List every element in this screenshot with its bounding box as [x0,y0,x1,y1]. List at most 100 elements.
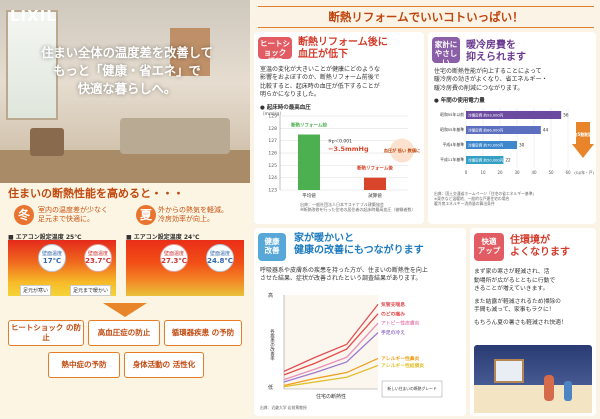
bp-tick-6: 129 [268,114,277,120]
s2-heading: 暖冷房費を 抑えられます [466,40,526,64]
illustration-person [544,375,554,401]
s3-heading-1: 家が暖かいと [294,233,354,244]
bp-notes: 出典：一般社団法人日本サステナブル建築協会 ※断熱改修を行った住宅の居住者の起床… [300,202,420,212]
winter-setting: ■ エアコン設定温度 25℃ [8,234,82,241]
energy-note-2: 暖冷房エネルギー消費量の算出条件 [434,201,495,206]
s1-heading-2: 血圧が低下 [298,49,348,60]
label-health: 健康 改善 [258,233,286,261]
left-bottom-panel [0,183,250,419]
en-tick-4: 40 [531,170,537,175]
effect-activity: 身体活動の 活性化 [124,352,204,378]
s1-body: 室温の変化が大きいことが健康にどのような 影響をおよぼすのか、断熱リフォーム前後… [260,66,420,99]
energy-notes: 出典：国土交通省ホームページ「住宅の省エネルギー基準」 ※東京など温暖地、一般的… [434,191,592,206]
s3-body-1: させた結果、症状が改善されたという調査結果があります。 [260,275,422,283]
bp-bar-0 [298,134,320,190]
summer-temp-a: 壁面温度 27.3℃ [160,244,188,272]
illustration-window [494,359,524,383]
s4-heading-2: よくなります [510,247,570,258]
hc-plot-bg [284,295,378,389]
summer-text-2: 冷房効率が向上。 [158,215,214,223]
tag-warm-feet: 足元まで暖かい [70,285,112,296]
winter-temp-a-value: 17℃ [42,257,62,265]
en-tick-6: 60 [565,170,571,175]
en-barlabel-3: 冷暖房費 約50,000円 [468,158,504,163]
hc-series-0 [283,303,379,372]
en-cat-2: 平成4年基準 [443,142,465,147]
illustration-child [564,381,572,401]
page-title: 断熱リフォームでいいコトいっぱい！ [258,6,594,28]
hc-series-1 [283,313,379,376]
bp-chart-title: ● 起床時の最高血圧 [260,105,311,111]
s1-body-3: 明らかになりました。 [260,90,321,98]
s4-body-5: もちろん夏の暑さも軽減され快適！ [474,319,567,326]
effect-heatshock: ヒートショック の防止 [8,320,84,346]
sofa-graphic [120,118,230,154]
bp-chart: （mmHg） 123 124 125 126 127 128 129 平均値 断熱リフォーム前試算… [260,111,420,199]
s2-body-2: 暖冷房費の削減につながります。 [434,84,524,92]
en-value-0: 56 [563,113,569,118]
hero-line-2: もっと「健康・省エネ」で [53,64,201,78]
en-bar-0 [466,111,562,119]
bp-bubble-bg [390,138,414,163]
down-arrow-icon [103,303,147,317]
s2-body-0: 住宅の断熱性能が向上することによって [434,68,542,75]
s4-heading: 住環境が よくなります [510,235,570,259]
s4-body-4: 手間も減って、家事もラクに！ [474,307,555,314]
s4-body-1: 動場所が広がるとともに行動で [474,277,556,284]
hero-photo [0,0,250,183]
en-arrow-icon [572,122,594,158]
bp-note-2: ※断熱改修を行った住宅の居住者の起床時最高血圧（被験者数） [300,207,416,212]
chair-graphic [30,128,64,156]
s4-body-2: きることが増えていきます。 [474,286,549,293]
hc-series-label-5: アレルギー性結膜炎 [381,362,424,369]
winter-badge: 冬 [14,205,34,225]
hc-series-label-3: 手足の冷え [381,329,405,336]
effect-hypertension: 高血圧症の防止 [88,320,160,346]
en-cat-1: 昭和55年基準 [440,127,464,132]
summer-temp-b-value: 24.8℃ [207,257,233,265]
bp-pval: ※p＜0.001 [328,139,352,145]
bp-tick-3: 126 [268,151,277,157]
effect-heatstroke: 熱中症の予防 [48,352,120,378]
hc-low: 低 [268,384,273,391]
bp-series-label-0: 断熱リフォーム前 [291,122,327,129]
winter-temp-b-label: 壁面温度 [87,251,108,257]
hc-ylabel: 各疾患の改善率 [270,328,275,362]
hc-series-label-1: のどの痛み [381,310,405,317]
hc-series-label-2: アトピー性皮膚炎 [381,320,420,327]
energy-chart-title: ● 年間の使用電力量 [434,98,485,104]
label-cost: 家計に やさしい [432,37,460,67]
s3-body-0: 呼吸器系や皮膚系の疾患を持った方が、住まいの断熱性を向上 [260,267,428,274]
s3-body: 呼吸器系や皮膚系の疾患を持った方が、住まいの断熱性を向上 させた結果、症状が改善… [260,267,462,284]
energy-note-1: ※東京など温暖地、一般的な戸建住宅の場合 [434,196,510,201]
en-tick-3: 30 [514,170,520,175]
summer-text-1: 外からの熱気を軽減。 [158,206,228,214]
lixil-logo: LIXIL [10,7,57,25]
en-barlabel-2: 冷暖房費 約70,000円 [468,143,504,148]
effect-circulatory: 循環器疾患 の予防 [164,320,242,346]
winter-text-1: 室内の温度差が少なく [38,206,108,214]
hero-text: 住まい全体の温度差を改善して もっと「健康・省エネ」で 快適な暮らしへ。 [12,44,242,98]
bp-series-label-1: 断熱リフォーム後 [357,165,393,172]
en-barlabel-0: 冷暖房費 約93,000円 [468,113,504,118]
hero-line-3: 快適な暮らしへ。 [77,82,177,96]
en-bar-2 [466,141,517,149]
s4-body: まず家の寒さが軽減され、活 動場所が広がるとともに行動で きることが増えていきま… [474,268,594,328]
bp-tick-5: 128 [268,126,277,132]
label-comfort: 快適 アップ [474,233,504,261]
s1-body-1: 影響をおよぼすのか、断熱リフォーム前後で [260,74,380,82]
en-annotation: 約5割削減 [573,131,593,138]
hc-series-5 [283,364,379,388]
hc-series-3 [283,332,379,383]
winter-temp-a: 壁面温度 17℃ [38,244,66,272]
en-bar-3 [466,156,504,164]
summer-temp-b-label: 壁面温度 [209,251,230,257]
s2-heading-2: 抑えられます [466,52,526,63]
hc-source: 出典：近畿大学 岩前篤教授 [260,405,307,410]
card-heatshock [254,32,424,224]
bp-diff: −3.5mmHg [328,145,369,153]
s2-heading-1: 暖冷房費を [466,40,516,51]
en-bar-1 [466,126,541,134]
family-illustration [474,345,592,413]
